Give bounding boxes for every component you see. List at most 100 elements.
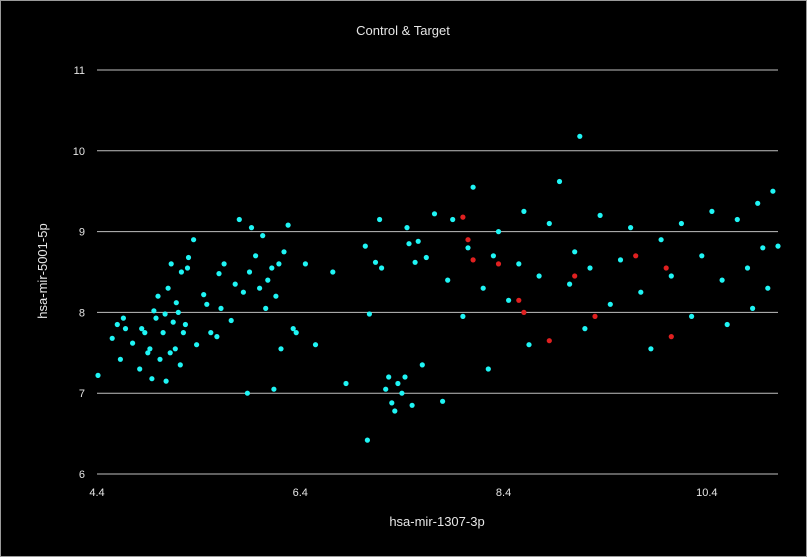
data-point	[607, 301, 613, 307]
data-point	[765, 285, 771, 291]
data-point	[724, 321, 730, 328]
data-point	[495, 261, 502, 267]
data-point	[170, 319, 176, 325]
data-point	[516, 297, 522, 303]
data-point	[290, 326, 296, 332]
data-point	[372, 259, 379, 265]
data-point	[633, 253, 639, 259]
y-tick-label: 6	[79, 469, 85, 481]
data-point	[490, 253, 496, 259]
data-point	[155, 293, 161, 299]
data-point	[221, 261, 227, 267]
data-point	[719, 277, 725, 283]
data-point	[177, 362, 183, 368]
data-point	[465, 245, 471, 251]
data-point	[567, 281, 573, 287]
data-point	[775, 243, 781, 249]
data-point	[592, 313, 598, 319]
data-point	[760, 245, 766, 251]
data-point	[109, 335, 115, 341]
data-point	[182, 321, 188, 328]
grid-layer	[97, 69, 778, 475]
data-point	[218, 305, 224, 311]
data-point	[204, 301, 210, 307]
x-tick-label: 10.4	[696, 487, 717, 499]
y-tick-label: 11	[74, 65, 85, 77]
data-point	[330, 269, 336, 275]
data-point	[151, 308, 157, 314]
data-point	[521, 309, 527, 315]
data-point	[175, 309, 181, 315]
data-point	[658, 237, 664, 243]
data-point	[395, 380, 401, 387]
data-point	[423, 254, 429, 261]
data-point	[147, 346, 153, 352]
data-point	[750, 305, 756, 311]
data-point	[648, 346, 654, 352]
data-point	[597, 212, 603, 218]
data-point	[265, 277, 271, 283]
data-point	[556, 178, 563, 185]
data-point	[734, 216, 740, 223]
data-point	[485, 366, 491, 372]
data-point	[244, 390, 250, 396]
y-tick-label: 8	[79, 307, 85, 319]
data-point	[172, 346, 178, 352]
data-point	[402, 374, 408, 380]
data-point	[364, 437, 370, 443]
data-point	[163, 378, 169, 384]
data-point	[228, 317, 234, 324]
data-point	[278, 346, 284, 352]
data-point	[755, 200, 761, 206]
data-point	[572, 249, 578, 255]
data-point	[516, 261, 522, 267]
data-point	[214, 334, 220, 340]
data-point	[470, 257, 476, 263]
data-point	[399, 390, 405, 396]
data-point	[709, 208, 715, 214]
data-point	[465, 237, 471, 243]
data-point	[240, 289, 246, 295]
data-point	[149, 376, 155, 382]
data-point	[668, 273, 674, 279]
data-point	[137, 366, 143, 372]
data-point	[184, 265, 191, 271]
data-point	[201, 292, 207, 298]
y-axis-label: hsa-mir-5001-5p	[35, 223, 50, 318]
data-point	[122, 326, 129, 332]
data-point	[419, 362, 425, 368]
data-point	[406, 241, 412, 247]
data-point	[572, 273, 578, 279]
data-point	[440, 398, 446, 404]
data-point	[253, 253, 259, 259]
data-point	[546, 220, 552, 227]
data-point	[343, 380, 349, 387]
data-point	[312, 342, 319, 348]
data-point	[173, 300, 179, 306]
data-point	[689, 313, 695, 319]
data-point	[412, 259, 418, 265]
data-point	[582, 326, 588, 332]
data-points	[95, 133, 781, 443]
data-point	[744, 265, 751, 271]
data-point	[117, 356, 123, 362]
data-point	[248, 225, 255, 231]
data-point	[178, 269, 184, 275]
data-point	[445, 277, 451, 283]
data-point	[157, 356, 163, 362]
data-point	[95, 372, 101, 378]
data-point	[460, 313, 466, 319]
data-point	[120, 315, 126, 321]
data-point	[546, 338, 552, 344]
data-point	[392, 408, 398, 414]
data-point	[257, 285, 263, 291]
data-point	[145, 350, 151, 356]
data-point	[194, 342, 200, 348]
data-point	[668, 334, 674, 340]
data-point	[232, 281, 238, 287]
data-point	[263, 305, 269, 311]
data-point	[495, 229, 502, 235]
x-tick-label: 4.4	[89, 487, 104, 499]
